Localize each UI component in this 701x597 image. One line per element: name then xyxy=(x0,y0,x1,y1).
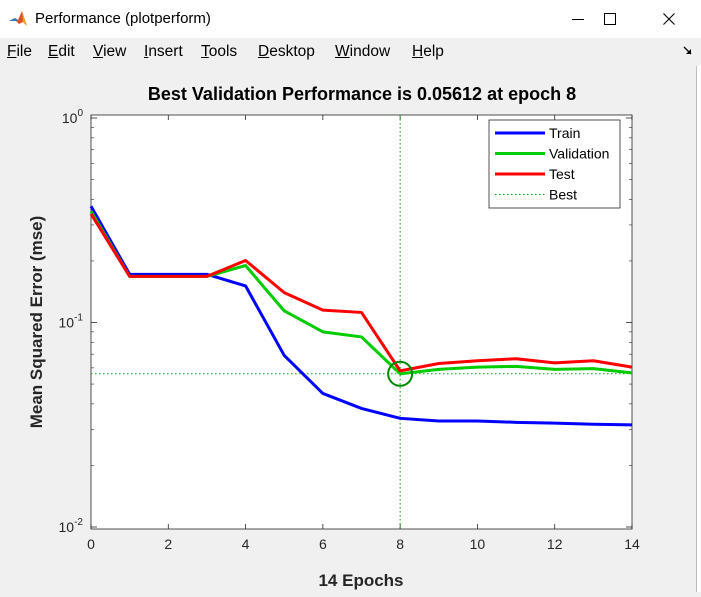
menu-window[interactable]: Window xyxy=(335,43,391,60)
x-tick-label: 4 xyxy=(242,536,250,552)
minimize-button[interactable] xyxy=(553,0,603,38)
best-marker-circle xyxy=(387,360,414,387)
x-tick-label: 12 xyxy=(547,536,563,552)
x-tick-label: 10 xyxy=(470,536,486,552)
y-tick-label: 10-2 xyxy=(59,517,84,535)
matlab-icon xyxy=(9,11,27,26)
legend-label-train: Train xyxy=(549,125,580,141)
menu-view[interactable]: View xyxy=(93,43,127,60)
close-button[interactable] xyxy=(644,0,694,38)
x-tick-label: 8 xyxy=(396,536,404,552)
maximize-button[interactable] xyxy=(585,0,635,38)
window-title: Performance (plotperform) xyxy=(35,10,211,27)
y-tick-label: 10-1 xyxy=(59,313,84,331)
window-border xyxy=(696,66,701,592)
performance-chart: Best Validation Performance is 0.05612 a… xyxy=(27,84,640,590)
x-axis-label: 14 Epochs xyxy=(318,571,403,590)
legend: Train Validation Test Best xyxy=(488,119,621,209)
y-axis-label: Mean Squared Error (mse) xyxy=(27,216,46,429)
y-tick-label: 100 xyxy=(62,108,84,126)
menu-bar: File Edit View Insert Tools Desktop Wind… xyxy=(0,38,701,66)
x-tick-label: 6 xyxy=(319,536,327,552)
x-tick-label: 14 xyxy=(624,536,640,552)
x-tick-label: 2 xyxy=(164,536,172,552)
series-line-test xyxy=(89,213,633,373)
legend-label-test: Test xyxy=(549,166,575,182)
series-line-train xyxy=(89,205,633,427)
menu-edit[interactable]: Edit xyxy=(48,43,75,60)
menu-desktop[interactable]: Desktop xyxy=(258,43,315,60)
close-icon xyxy=(663,13,675,25)
figure-area: Best Validation Performance is 0.05612 a… xyxy=(0,66,696,592)
minimize-icon xyxy=(572,19,584,20)
legend-label-validation: Validation xyxy=(549,146,609,162)
menu-tools[interactable]: Tools xyxy=(201,43,238,60)
legend-box xyxy=(488,119,621,209)
x-tick-label: 0 xyxy=(87,536,95,552)
dock-arrow-icon[interactable] xyxy=(681,44,695,58)
maximize-icon xyxy=(604,13,616,25)
menu-insert[interactable]: Insert xyxy=(144,43,183,60)
menu-file[interactable]: File xyxy=(7,43,32,60)
title-bar: Performance (plotperform) xyxy=(0,0,701,38)
legend-label-best: Best xyxy=(549,187,577,203)
menu-help[interactable]: Help xyxy=(412,43,444,60)
chart-title: Best Validation Performance is 0.05612 a… xyxy=(148,84,576,104)
